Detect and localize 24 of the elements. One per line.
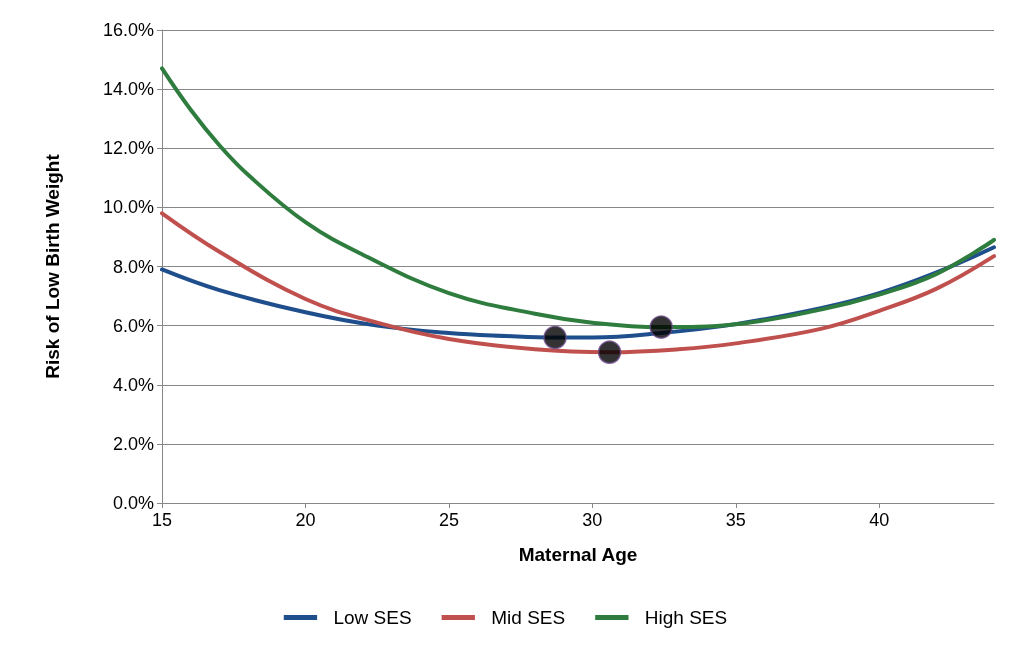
y-tick-label: 14.0% — [102, 79, 154, 100]
legend-label: Low SES — [333, 607, 412, 628]
y-tick-label: 10.0% — [102, 197, 154, 218]
point — [649, 315, 673, 339]
x-tick-label: 25 — [438, 510, 459, 530]
x-tick-label: 40 — [869, 510, 890, 530]
y-tick-label: 16.0% — [102, 20, 154, 40]
x-tick-label: 35 — [725, 510, 746, 530]
point — [597, 340, 622, 364]
y-tick-label: 0.0% — [112, 493, 154, 513]
x-tick-label: 20 — [295, 510, 316, 530]
y-tick-label: 6.0% — [112, 315, 154, 336]
y-axis-title: Risk of Low Birth Weight — [42, 153, 63, 379]
legend-label: High SES — [644, 607, 728, 628]
y-tick-label: 2.0% — [112, 433, 154, 454]
y-tick-label: 8.0% — [112, 256, 154, 277]
y-tick-label: 12.0% — [102, 138, 154, 159]
y-tick-label: 4.0% — [112, 374, 154, 395]
legend-label: Mid SES — [491, 607, 566, 628]
line-series — [160, 211, 996, 355]
point — [543, 325, 567, 350]
x-axis-title: Maternal Age — [518, 544, 638, 565]
x-tick-label: 30 — [582, 510, 603, 530]
x-tick-label: 15 — [151, 510, 173, 530]
